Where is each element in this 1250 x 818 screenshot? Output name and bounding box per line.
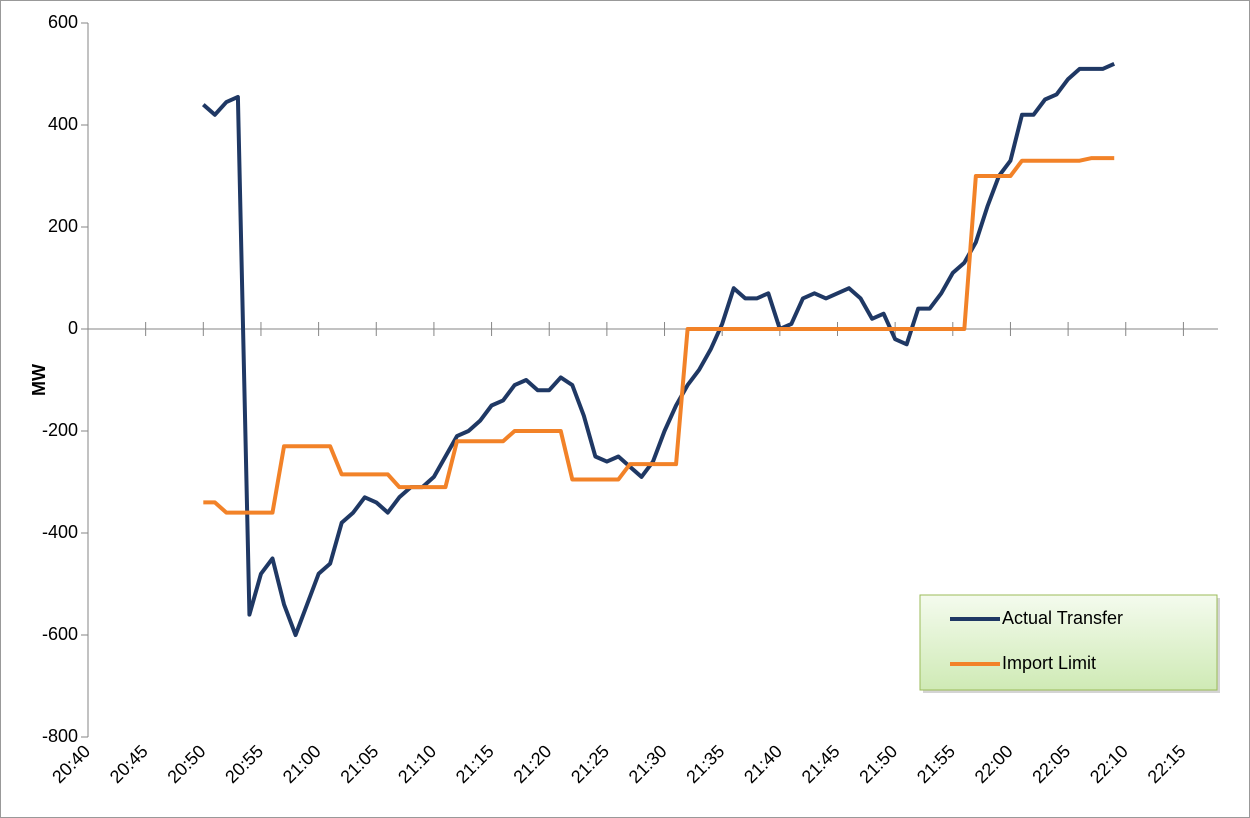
x-tick-label: 21:35: [682, 741, 728, 787]
y-tick-label: -600: [42, 624, 78, 644]
x-tick-label: 22:05: [1028, 741, 1074, 787]
y-tick-label: -200: [42, 420, 78, 440]
x-tick-label: 22:15: [1144, 741, 1190, 787]
x-tick-label: 21:40: [740, 741, 786, 787]
x-tick-label: 21:10: [394, 741, 440, 787]
y-tick-label: -800: [42, 726, 78, 746]
legend-label: Import Limit: [1002, 653, 1096, 673]
y-tick-label: 600: [48, 12, 78, 32]
x-tick-label: 21:55: [913, 741, 959, 787]
x-tick-label: 21:15: [452, 741, 498, 787]
x-tick-label: 21:30: [625, 741, 671, 787]
x-tick-label: 20:45: [106, 741, 152, 787]
legend-label: Actual Transfer: [1002, 608, 1123, 628]
x-tick-label: 21:00: [279, 741, 325, 787]
y-tick-label: 200: [48, 216, 78, 236]
y-axis-label: MW: [29, 364, 49, 396]
x-tick-label: 20:55: [221, 741, 267, 787]
x-tick-label: 21:50: [855, 741, 901, 787]
x-tick-label: 21:20: [509, 741, 555, 787]
x-tick-label: 21:45: [798, 741, 844, 787]
x-tick-label: 21:25: [567, 741, 613, 787]
y-tick-label: 0: [68, 318, 78, 338]
x-tick-label: 22:00: [971, 741, 1017, 787]
x-tick-label: 20:50: [163, 741, 209, 787]
x-tick-label: 21:05: [336, 741, 382, 787]
series-line: [203, 156, 1115, 515]
y-tick-label: 400: [48, 114, 78, 134]
x-tick-label: 20:40: [48, 741, 94, 787]
legend-box: [919, 594, 1218, 691]
x-tick-label: 22:10: [1086, 741, 1132, 787]
series-line: [201, 61, 1116, 637]
y-tick-label: -400: [42, 522, 78, 542]
